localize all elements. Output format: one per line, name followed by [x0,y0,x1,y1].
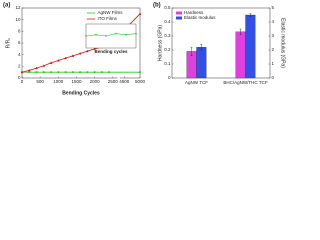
inset-marker [135,32,137,35]
x-tick-label: BHC/AgNW/THC TCF [223,80,267,85]
y2-tick-label: 5 [272,5,275,10]
legend-label: Hardness [184,10,204,15]
legend-swatch [176,16,182,20]
y-tick-label: 2 [18,64,21,69]
y-tick-label: 4 [18,52,21,57]
x-tick-label: AgNW TCF [185,80,208,85]
y-tick-label: 10 [15,17,21,22]
y2-tick-label: 3 [272,33,275,38]
bar [235,31,246,79]
y-tick-label: 0.5 [164,5,171,10]
marker [64,56,67,60]
legend-label: ITO Films [98,16,118,21]
marker [57,71,60,74]
legend-label: AgNW Films [98,10,124,15]
inset-marker [115,32,117,35]
marker [71,71,74,74]
y-tick-label: 0.2 [164,47,171,52]
marker [20,70,24,74]
marker [64,71,67,74]
marker [86,49,89,53]
x-axis-label: Bending Cycles [62,90,100,96]
y-tick-label: 8 [18,29,21,34]
axis-break [117,76,120,80]
marker [78,52,82,55]
marker [35,71,38,74]
marker [42,71,45,74]
marker [71,54,75,57]
marker [50,71,52,74]
marker [93,71,96,74]
error-bar [190,47,193,56]
x-tick-label: 1500 [71,79,82,84]
y-tick-label: 0.1 [164,61,171,66]
marker [93,47,96,50]
inset-x-label: Bending cycles [94,49,128,54]
inset-marker [95,34,97,36]
error-bar [200,44,203,51]
marker [35,66,38,70]
y-tick-label: 12 [15,5,21,10]
legend-label: Elastic modulus [184,15,216,20]
marker [86,71,89,74]
x-tick-label: 4500 [119,79,130,84]
marker [79,71,81,74]
inset-marker [105,35,107,37]
y-axis-label: R/R₀ [5,38,11,49]
inset-marker [85,35,87,37]
y-tick-label: 0 [18,75,21,80]
y2-axis-label: Elastic modulus (GPa) [280,18,286,68]
y2-tick-label: 4 [272,19,275,24]
inset-marker [125,34,127,36]
marker [108,71,111,74]
y-tick-label: 0 [168,75,171,80]
plot-frame [171,7,271,79]
marker [42,64,46,67]
bar [196,47,207,79]
panel-label: (b) [153,3,161,9]
y-tick-label: 6 [18,40,21,45]
y2-tick-label: 0 [272,75,275,80]
x-tick-label: 1000 [53,79,64,84]
y-tick-label: 0.4 [164,19,171,24]
marker [49,61,53,64]
marker [57,59,60,62]
x-tick-label: 0 [21,79,24,84]
x-tick-label: 5000 [135,79,146,84]
y2-tick-label: 2 [272,47,275,52]
y2-tick-label: 1 [272,61,275,66]
error-bar [239,28,242,35]
y-axis-label: Hardness (GPa) [157,25,163,61]
x-tick-label: 2500 [108,79,119,84]
marker [138,12,142,15]
x-tick-label: 2000 [90,79,101,84]
marker [139,71,141,74]
legend-swatch [176,11,182,15]
panel-label: (a) [3,3,10,9]
inset-frame [85,23,137,49]
marker [27,69,31,72]
error-bar [249,13,252,17]
marker [28,71,31,74]
inset-line [85,33,137,37]
y-tick-label: 0.3 [164,33,171,38]
bar [245,14,256,79]
x-tick-label: 500 [36,79,44,84]
marker [100,71,103,74]
